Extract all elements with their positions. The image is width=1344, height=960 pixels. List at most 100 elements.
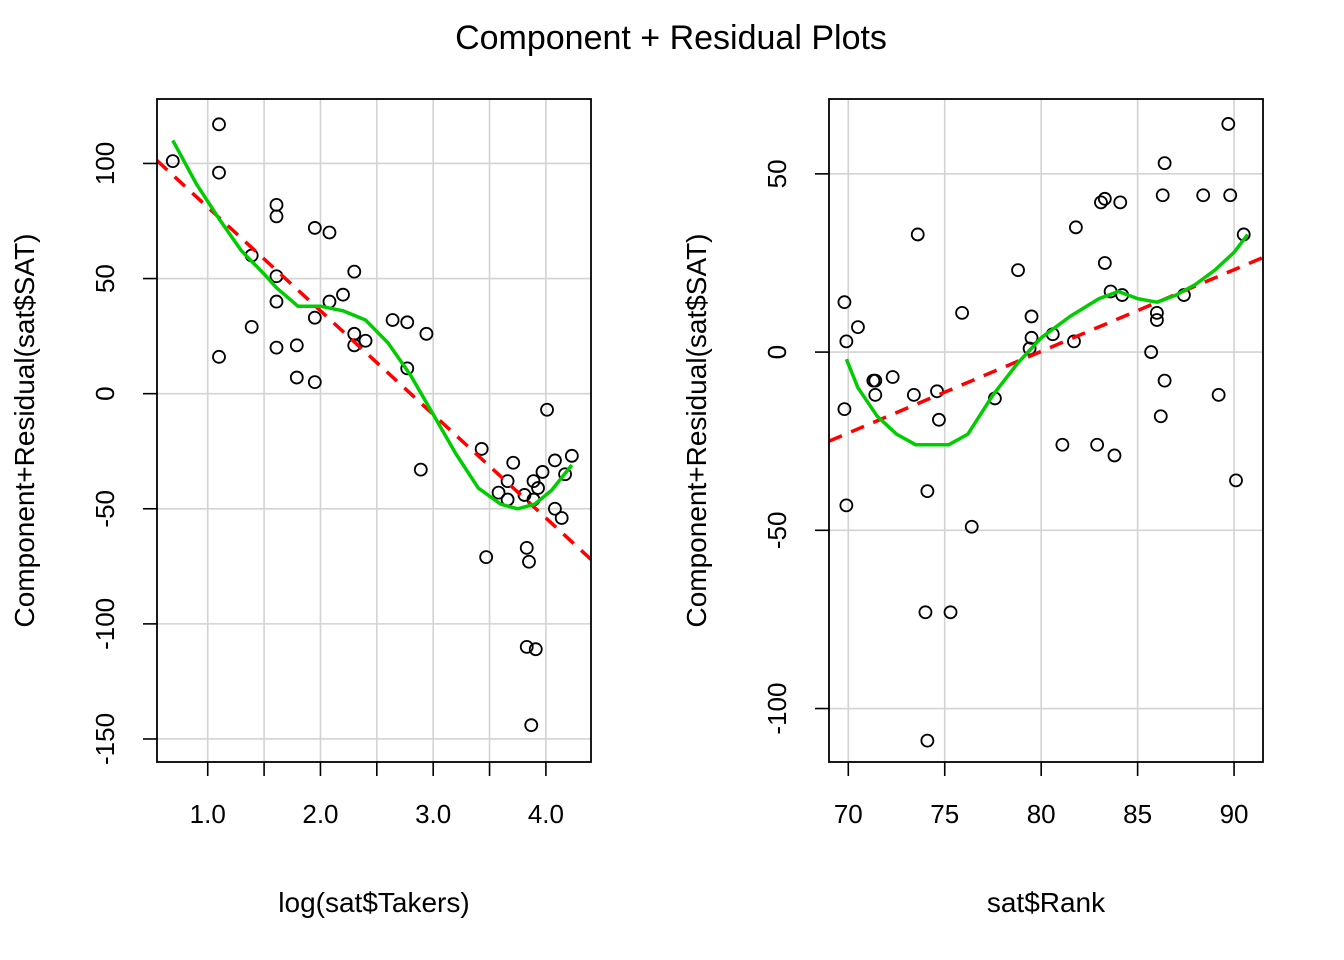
data-point (910, 227, 925, 242)
data-point (558, 467, 572, 482)
data-point (1150, 313, 1164, 327)
data-point (479, 550, 494, 565)
data-point (851, 320, 865, 335)
x-tick-label: 2.0 (302, 799, 338, 829)
data-point (336, 287, 350, 302)
x-tick-label: 1.0 (190, 799, 226, 829)
data-point (837, 295, 852, 310)
data-point (1068, 220, 1083, 235)
data-point (307, 310, 322, 325)
y-tick-label: 100 (90, 142, 120, 185)
data-point (1223, 188, 1238, 203)
data-point (1067, 334, 1081, 349)
data-point (918, 605, 933, 620)
x-tick-label: 80 (1027, 799, 1056, 829)
data-point (839, 498, 854, 513)
data-point (564, 448, 579, 463)
y-tick-label: -50 (90, 490, 120, 528)
y-tick-label: -100 (762, 683, 792, 735)
data-point (868, 387, 883, 402)
y-axis-label: Component+Residual(sat$SAT) (9, 233, 40, 627)
data-point (1196, 188, 1211, 203)
data-point (1113, 195, 1128, 210)
data-point (506, 455, 521, 470)
data-point (269, 340, 284, 355)
data-point (548, 501, 562, 516)
data-point (269, 197, 284, 212)
y-tick-label: 50 (90, 264, 120, 293)
data-point (1011, 263, 1025, 277)
data-point (932, 412, 946, 427)
data-point (1150, 305, 1164, 320)
data-point (1144, 345, 1159, 359)
data-point (212, 117, 226, 132)
data-point (400, 361, 415, 376)
data-point (358, 333, 373, 348)
data-point (1097, 191, 1112, 206)
y-tick-label: 0 (90, 386, 120, 400)
y-tick-label: -50 (762, 512, 792, 550)
panel-log-takers: 1.0 2.0 3.0 4.0 -150 -100 -50 0 50 100 log(sat$Tak… (9, 98, 592, 918)
data-point (535, 465, 550, 479)
data-point (322, 225, 337, 240)
plot-frame (156, 98, 592, 763)
data-point (400, 315, 415, 330)
data-point (554, 511, 569, 525)
data-point (269, 209, 284, 224)
x-tick-label: 85 (1123, 799, 1152, 829)
plot-frame (828, 98, 1264, 763)
data-point (1157, 373, 1172, 388)
panel-rank: 70 75 80 85 90 -100 -50 0 50 sat$Rank Component+Re… (681, 98, 1264, 918)
data-point (1155, 188, 1170, 203)
data-point (839, 334, 854, 349)
data-point (347, 326, 362, 341)
data-point (307, 375, 322, 390)
data-point (289, 370, 304, 385)
y-tick-label: 50 (762, 159, 792, 188)
smooth-line (844, 233, 1249, 447)
figure-title: Component + Residual Plots (455, 19, 887, 57)
data-point (474, 442, 489, 456)
data-point (1229, 473, 1243, 488)
x-tick-label: 3.0 (415, 799, 451, 829)
data-point (289, 338, 304, 353)
data-point (531, 481, 545, 495)
x-tick-label: 90 (1220, 799, 1249, 829)
data-point (519, 639, 534, 654)
y-axis-label: Component+Residual(sat$SAT) (681, 233, 712, 627)
data-point (526, 474, 541, 489)
data-point (1055, 437, 1070, 452)
data-point (920, 733, 935, 748)
data-point (1211, 387, 1226, 402)
data-point (906, 387, 921, 402)
data-point (528, 642, 543, 657)
data-point (943, 605, 958, 620)
data-point (522, 554, 536, 569)
data-point (347, 264, 362, 279)
linear-fit-line (157, 159, 591, 561)
y-tick-label: -150 (90, 713, 120, 765)
data-point (540, 402, 554, 417)
data-point (548, 453, 562, 468)
data-point (1221, 117, 1236, 131)
data-point (491, 485, 506, 500)
data-point (955, 305, 969, 320)
data-point (519, 541, 534, 555)
x-tick-label: 70 (834, 799, 863, 829)
data-point (920, 484, 935, 498)
data-point (868, 373, 883, 388)
data-point (500, 474, 515, 489)
linear-fit-line (829, 255, 1263, 443)
x-axis-label: log(sat$Takers) (278, 887, 469, 918)
y-tick-label: -100 (90, 598, 120, 650)
plot-area (157, 117, 591, 733)
data-point (1024, 309, 1039, 324)
data-point (1157, 156, 1172, 171)
data-point (524, 718, 539, 733)
data-point (964, 519, 979, 534)
data-point (413, 462, 428, 477)
data-point (1097, 256, 1112, 270)
data-point (885, 370, 900, 384)
data-point (1153, 409, 1168, 424)
